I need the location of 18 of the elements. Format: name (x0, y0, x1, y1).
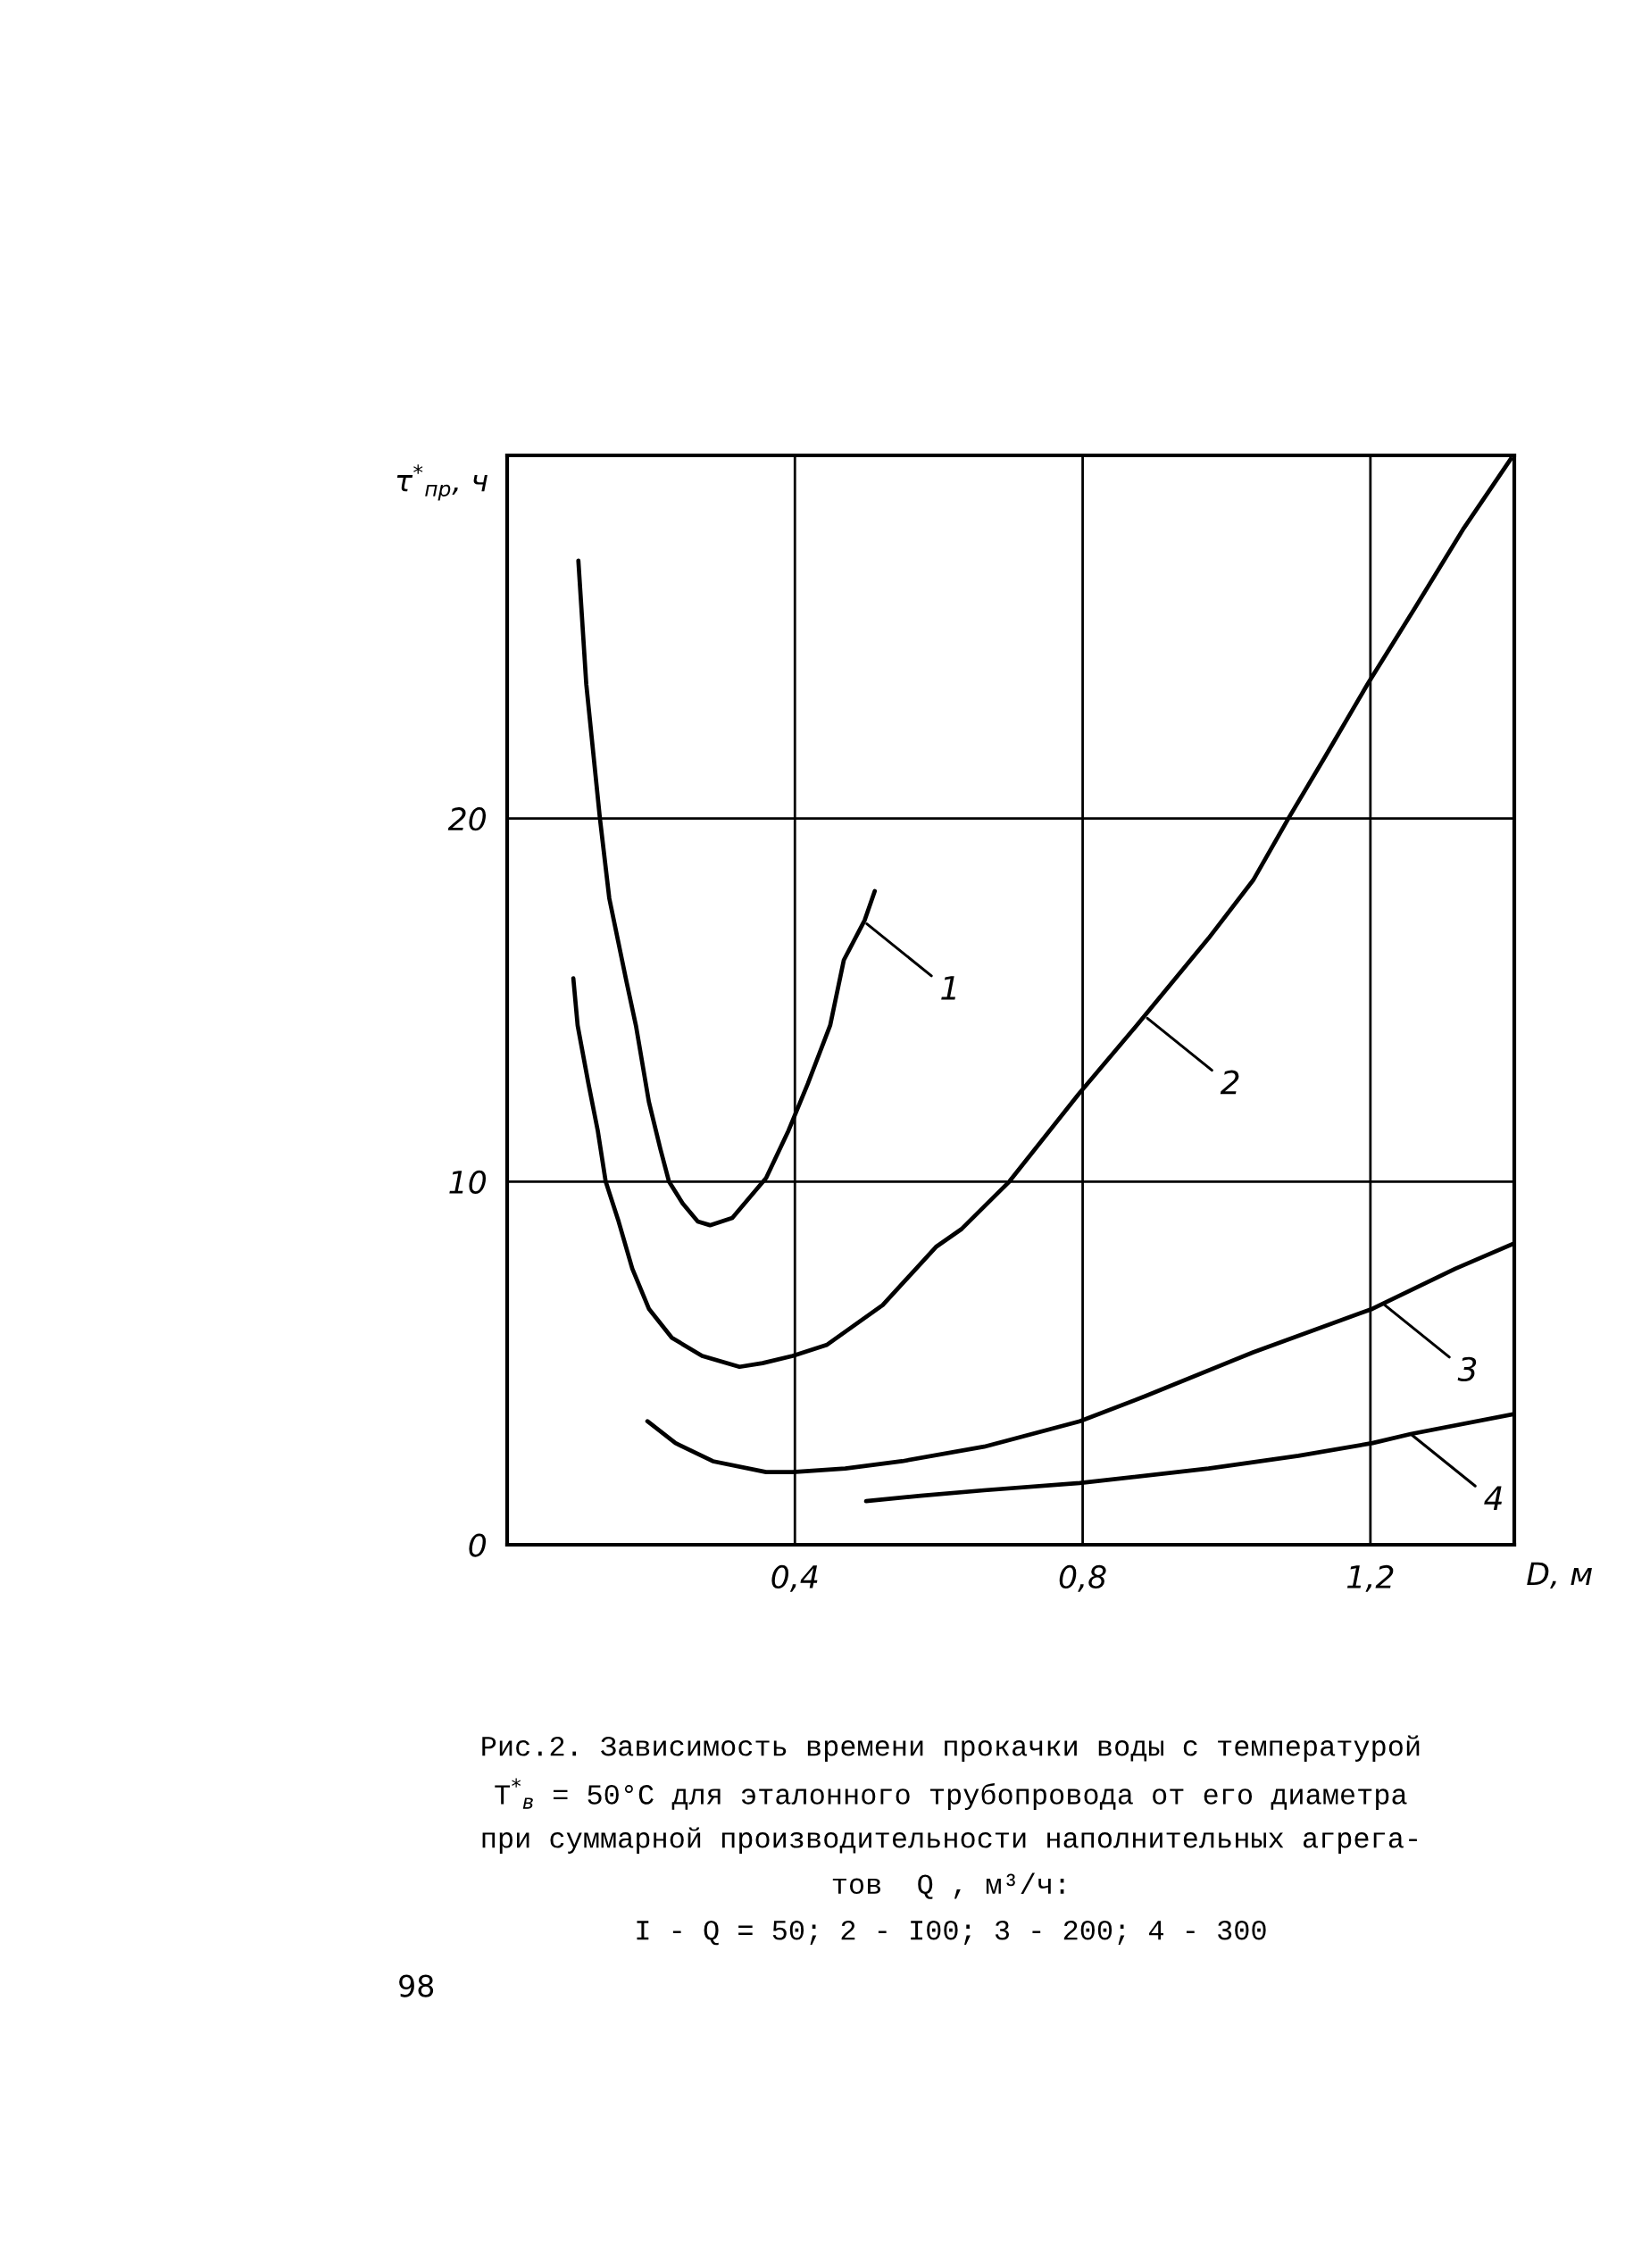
text: тов Q , м³/ч: (832, 1872, 1064, 1899)
annotation: 4 (1484, 1486, 1502, 1510)
annotation: 3 (1457, 1356, 1477, 1382)
annotation: 2 (1220, 1070, 1239, 1095)
x-tick-label: 1,2 (1346, 1564, 1394, 1592)
text: Рис.2. Зависимость времени прокачки воды с температурой (482, 1735, 1420, 1762)
text: T$^{*}$$_{в}$ = 50°C для эталонного трубопровода от его диаметра (495, 1778, 1407, 1811)
y-tick-label: 10 (449, 1170, 487, 1195)
x-tick-label: 0,4 (771, 1564, 818, 1592)
x-axis-title: D, м (1527, 1562, 1592, 1588)
x-tick-label: 0,8 (1059, 1564, 1106, 1592)
text: при суммарной производительности наполнительных агрега- (482, 1827, 1417, 1854)
annotation: 1 (941, 976, 955, 1000)
y-axis-title: τ$^{*}$$_{пр}$, ч (396, 464, 488, 501)
y-tick-label: 20 (447, 807, 487, 831)
text: 98 (399, 1974, 434, 1997)
text: I - Q = 50; 2 - I00; 3 - 200; 4 - 300 (637, 1920, 1266, 1946)
y-tick-label: 0 (469, 1533, 487, 1557)
